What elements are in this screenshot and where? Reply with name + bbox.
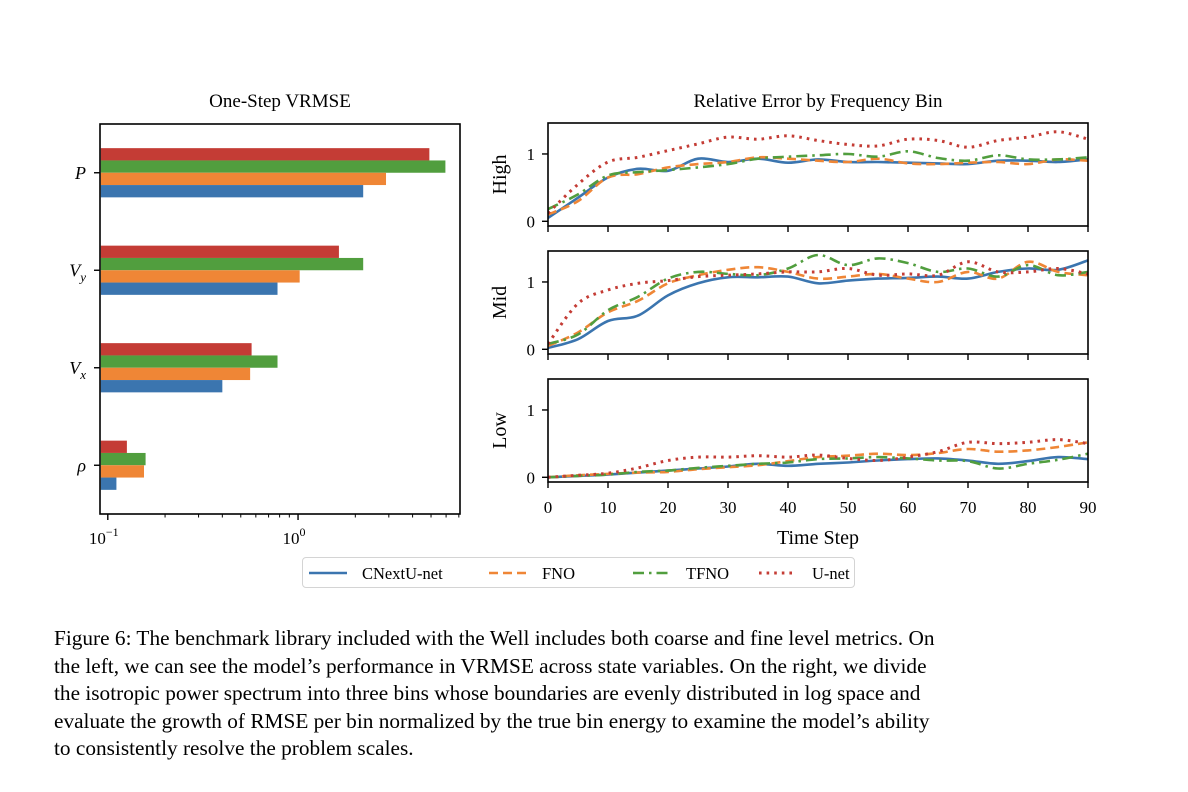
bar-p-fno (100, 172, 387, 186)
legend: CNextU-net FNO TFNO U-net (302, 557, 855, 588)
y-axis-label-mid: Mid (489, 286, 511, 319)
bar-p-tfno (100, 160, 446, 173)
panel-lines (548, 130, 1088, 220)
caption-line: the left, we can see the model’s perform… (54, 653, 927, 678)
caption-line: Figure 6: The benchmark library included… (54, 626, 935, 650)
legend-label-tfno: TFNO (686, 564, 729, 583)
legend-item-cnextu-net: CNextU-net (309, 564, 443, 583)
panel-low: 0 1 Low 0 10 20 30 40 50 60 70 80 90 (489, 378, 1097, 517)
x-axis-label: Time Step (777, 527, 859, 549)
bar-v-y-cnextu-net (100, 282, 278, 295)
caption-line: to consistently resolve the problem scal… (54, 736, 414, 760)
x-tick-label: 20 (660, 498, 677, 517)
bar-p-cnextu-net (100, 185, 364, 198)
y-tick-label-v-y: Vy (69, 260, 86, 284)
y-tick-label-subscript: x (79, 367, 86, 382)
y-tick-label: 0 (527, 468, 536, 487)
legend-item-u-net: U-net (759, 564, 850, 583)
y-tick-label: 1 (527, 401, 536, 420)
bar---fno (100, 465, 145, 478)
series-line-tfno-low (548, 452, 1088, 479)
series-line-u-net-high (548, 130, 1088, 215)
x-tick-label-exponent: 0 (300, 525, 306, 539)
legend-label-u-net: U-net (812, 564, 850, 583)
panel-high: 0 1 High (489, 122, 1089, 232)
series-line-fno-mid (548, 260, 1088, 348)
y-tick-label-main: P (74, 163, 86, 183)
panel-mid: 0 1 Mid (489, 250, 1089, 360)
line-chart-relative-error: Relative Error by Frequency Bin 0 1 High 0 1… (489, 91, 1097, 549)
bar-v-x-tfno (100, 355, 278, 368)
x-tick-label: 40 (780, 498, 797, 517)
x-tick-label: 70 (960, 498, 977, 517)
panel-lines (548, 438, 1088, 479)
figure-caption: Figure 6: The benchmark library included… (54, 625, 1134, 763)
x-tick-label: 30 (720, 498, 737, 517)
x-tick-label-base: 10 (89, 529, 106, 548)
panel-frame (547, 250, 1089, 355)
x-tick-label-base: 10 (283, 529, 300, 548)
series-line-fno-low (548, 441, 1088, 479)
bar-v-y-u-net (100, 245, 339, 258)
series-line-fno-high (548, 155, 1088, 216)
x-tick-label: 80 (1020, 498, 1037, 517)
bar-chart-title: One-Step VRMSE (209, 91, 351, 112)
x-tick-label: 50 (840, 498, 857, 517)
series-line-tfno-mid (548, 253, 1088, 346)
series-line-cnextu-net-low (548, 455, 1088, 479)
panel-lines (548, 253, 1088, 350)
caption-line: the isotropic power spectrum into three … (54, 681, 921, 705)
panel-frame (547, 378, 1089, 483)
bar-p-u-net (100, 148, 430, 161)
bar-marks (100, 148, 446, 490)
y-axis-label-low: Low (489, 412, 511, 449)
y-tick-label: 0 (527, 212, 536, 231)
y-tick-label: 1 (527, 273, 536, 292)
y-axis-label-high: High (489, 155, 511, 195)
x-tick-label: 100 (283, 525, 306, 548)
bar-v-x-fno (100, 367, 251, 381)
bar-v-x-u-net (100, 343, 252, 356)
y-tick-label-main: ρ (76, 455, 86, 475)
bar-axes-frame (99, 123, 461, 515)
y-tick-label-main: V (69, 260, 82, 280)
x-tick-label: 60 (900, 498, 917, 517)
x-tick-label: 90 (1080, 498, 1097, 517)
bar-v-y-tfno (100, 257, 364, 271)
legend-label-cnextu-net: CNextU-net (362, 564, 443, 583)
panel-frame (547, 122, 1089, 227)
bar---cnextu-net (100, 477, 117, 490)
legend-item-fno: FNO (489, 564, 575, 583)
y-tick-label: 0 (527, 340, 536, 359)
series-line-u-net-mid (548, 260, 1088, 345)
series-line-tfno-high (548, 149, 1088, 211)
x-tick-label: 0 (544, 498, 553, 517)
bar-v-y-fno (100, 270, 300, 283)
line-chart-title: Relative Error by Frequency Bin (693, 91, 943, 112)
x-tick-label: 10−1 (89, 525, 119, 548)
y-tick-label-v-x: Vx (69, 358, 86, 382)
bar---u-net (100, 440, 127, 453)
bar-v-x-cnextu-net (100, 380, 223, 393)
legend-item-tfno: TFNO (633, 564, 729, 583)
caption-line: evaluate the growth of RMSE per bin norm… (54, 708, 930, 733)
y-tick-label-subscript: y (78, 269, 86, 284)
x-tick-label: 10 (600, 498, 617, 517)
legend-label-fno: FNO (542, 564, 575, 583)
x-tick-label-exponent: −1 (106, 525, 119, 539)
bar---tfno (100, 452, 146, 466)
bar-x-ticks: 10−1 100 (89, 514, 460, 548)
y-tick-label-main: V (69, 358, 82, 378)
y-tick-label: 1 (527, 145, 536, 164)
y-tick-label--: ρ (76, 455, 86, 475)
series-line-cnextu-net-high (548, 157, 1088, 220)
y-tick-label-p: P (74, 163, 86, 183)
